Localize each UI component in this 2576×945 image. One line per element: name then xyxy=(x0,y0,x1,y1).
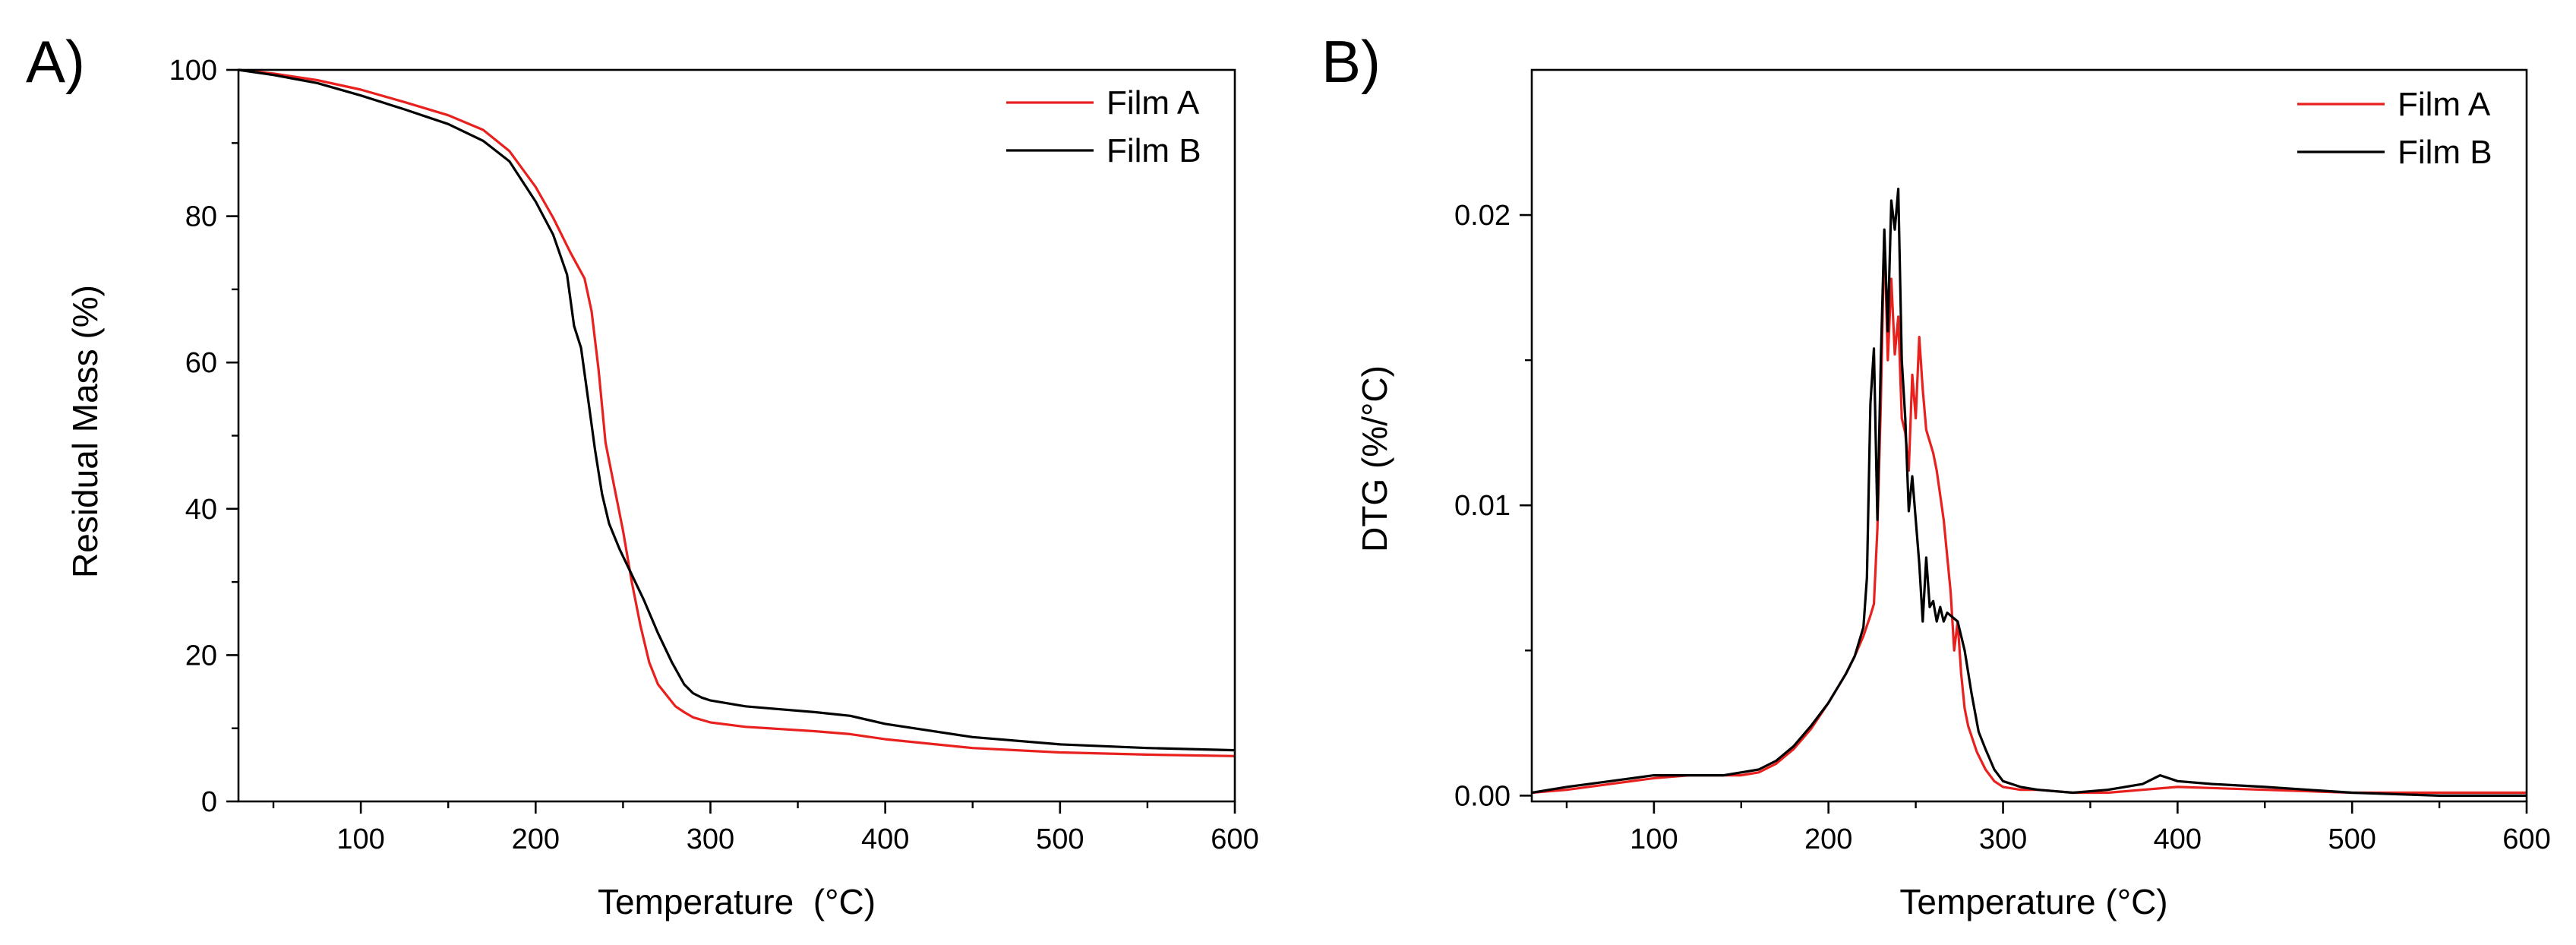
panel-a-y-axis-title: Residual Mass (%) xyxy=(65,285,105,578)
y-tick-label: 0 xyxy=(201,786,217,818)
y-tick-label: 80 xyxy=(185,201,217,233)
legend-label: Film A xyxy=(2398,86,2491,123)
x-tick-label: 100 xyxy=(1630,823,1678,855)
y-tick-label: 100 xyxy=(169,55,217,87)
panel-b-x-axis-title: Temperature (°C) xyxy=(1899,882,2167,921)
panel-a-plot: 100 200 300 400 500 600 0 20 40 60 80 100 Film A Film… xyxy=(169,55,1259,855)
x-tick-label: 600 xyxy=(1211,823,1258,855)
x-tick-label: 500 xyxy=(1036,823,1084,855)
x-tick-label: 200 xyxy=(512,823,560,855)
y-tick-label: 20 xyxy=(185,640,217,672)
panel-a-x-axis-title: Temperature (°C) xyxy=(598,882,876,921)
plot-frame xyxy=(237,68,1236,803)
panel-b-y-axis-title: DTG (%/°C) xyxy=(1355,365,1394,552)
legend-label: Film B xyxy=(1106,132,1201,169)
panel-a: A) Residual Mass (%) Temperature (°C) 10… xyxy=(26,28,1259,921)
panel-b-plot: 100 200 300 400 500 600 0.00 0.01 0.02 Film A Film… xyxy=(1454,68,2551,855)
panel-a-label: A) xyxy=(26,28,85,95)
x-tick-label: 400 xyxy=(861,823,909,855)
x-tick-label: 500 xyxy=(2328,823,2376,855)
x-tick-label: 300 xyxy=(1979,823,2027,855)
y-tick-label: 0.01 xyxy=(1454,490,1511,522)
y-tick-label: 40 xyxy=(185,494,217,526)
series-line-film-b xyxy=(238,68,1236,752)
y-tick-label: 60 xyxy=(185,347,217,379)
panel-b-label: B) xyxy=(1321,28,1381,95)
panel-b: B) DTG (%/°C) Temperature (°C) 100 200 300… xyxy=(1321,28,2551,921)
x-tick-label: 100 xyxy=(336,823,384,855)
x-tick-label: 200 xyxy=(1804,823,1852,855)
legend-label: Film B xyxy=(2398,134,2492,171)
series-line-film-b xyxy=(1531,188,2527,798)
plot-frame xyxy=(1530,68,2528,803)
x-tick-label: 400 xyxy=(2154,823,2202,855)
y-tick-label: 0.00 xyxy=(1454,780,1511,812)
legend-label: Film A xyxy=(1106,84,1200,122)
series-line-film-a xyxy=(238,68,1236,757)
series-line-film-a xyxy=(1531,231,2527,795)
x-tick-label: 600 xyxy=(2502,823,2550,855)
y-tick-label: 0.02 xyxy=(1454,200,1511,232)
x-tick-label: 300 xyxy=(687,823,734,855)
